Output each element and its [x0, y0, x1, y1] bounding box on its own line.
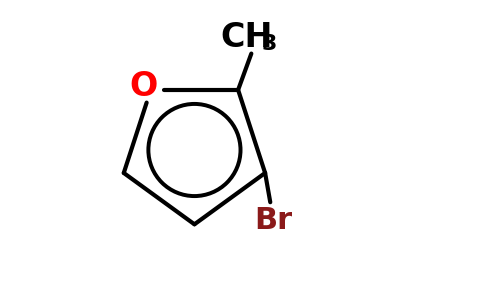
Text: Br: Br — [254, 206, 292, 235]
Text: CH: CH — [221, 21, 273, 54]
Text: 3: 3 — [261, 34, 277, 54]
Text: O: O — [129, 70, 157, 104]
